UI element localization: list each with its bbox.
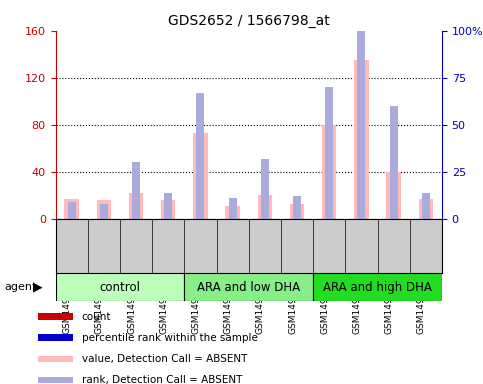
Bar xyxy=(354,60,369,219)
FancyBboxPatch shape xyxy=(56,273,185,301)
Bar xyxy=(97,200,111,219)
Bar xyxy=(293,196,301,219)
Bar xyxy=(132,162,140,219)
Bar xyxy=(38,356,73,362)
Bar xyxy=(38,377,73,383)
Bar xyxy=(419,199,433,219)
Text: count: count xyxy=(82,312,111,322)
Text: ARA and high DHA: ARA and high DHA xyxy=(323,281,432,293)
Title: GDS2652 / 1566798_at: GDS2652 / 1566798_at xyxy=(168,14,329,28)
Bar xyxy=(386,172,401,219)
Bar xyxy=(38,313,73,320)
Bar xyxy=(290,204,304,219)
Text: agent: agent xyxy=(5,282,37,292)
Bar xyxy=(422,192,430,219)
Bar xyxy=(100,204,108,219)
Bar xyxy=(68,202,76,219)
Bar xyxy=(357,0,366,219)
Bar xyxy=(226,206,240,219)
Bar xyxy=(197,93,204,219)
Bar xyxy=(161,200,175,219)
FancyBboxPatch shape xyxy=(313,273,442,301)
Text: value, Detection Call = ABSENT: value, Detection Call = ABSENT xyxy=(82,354,247,364)
Bar xyxy=(325,87,333,219)
Bar xyxy=(164,192,172,219)
Text: control: control xyxy=(99,281,141,293)
Text: ARA and low DHA: ARA and low DHA xyxy=(197,281,300,293)
Bar xyxy=(322,125,337,219)
Bar xyxy=(64,199,79,219)
Bar xyxy=(257,195,272,219)
Bar xyxy=(38,334,73,341)
Bar xyxy=(390,106,398,219)
Bar xyxy=(129,193,143,219)
Text: rank, Detection Call = ABSENT: rank, Detection Call = ABSENT xyxy=(82,375,242,384)
Bar xyxy=(193,133,208,219)
Bar xyxy=(228,198,237,219)
Bar xyxy=(261,159,269,219)
FancyBboxPatch shape xyxy=(185,273,313,301)
Text: percentile rank within the sample: percentile rank within the sample xyxy=(82,333,257,343)
Text: ▶: ▶ xyxy=(33,281,43,293)
